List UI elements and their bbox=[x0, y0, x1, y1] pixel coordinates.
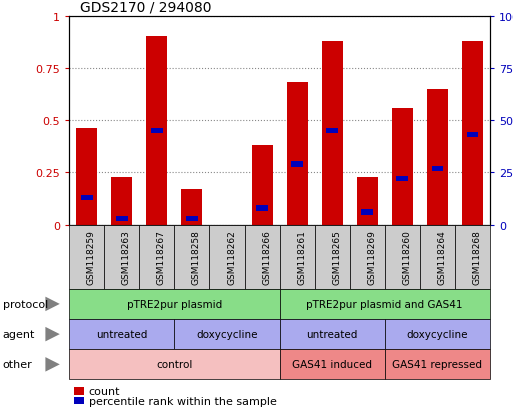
Text: doxycycline: doxycycline bbox=[196, 329, 258, 339]
Text: GSM118259: GSM118259 bbox=[87, 230, 96, 285]
Text: GAS41 repressed: GAS41 repressed bbox=[392, 359, 482, 370]
Text: doxycycline: doxycycline bbox=[407, 329, 468, 339]
Text: pTRE2pur plasmid: pTRE2pur plasmid bbox=[127, 299, 222, 309]
Bar bbox=[431, 166, 443, 171]
Bar bbox=[467, 133, 478, 138]
Bar bbox=[186, 216, 198, 221]
Text: pTRE2pur plasmid and GAS41: pTRE2pur plasmid and GAS41 bbox=[306, 299, 463, 309]
Text: GSM118268: GSM118268 bbox=[472, 230, 481, 285]
Bar bbox=[116, 216, 128, 221]
Text: other: other bbox=[3, 359, 32, 370]
Bar bbox=[462, 42, 483, 225]
Text: untreated: untreated bbox=[96, 329, 148, 339]
Bar bbox=[151, 128, 163, 134]
Bar bbox=[397, 177, 408, 182]
Bar bbox=[81, 195, 92, 201]
Text: percentile rank within the sample: percentile rank within the sample bbox=[89, 396, 277, 406]
Bar bbox=[256, 206, 268, 211]
Text: GSM118262: GSM118262 bbox=[227, 230, 236, 285]
Polygon shape bbox=[45, 327, 60, 342]
Text: GSM118269: GSM118269 bbox=[367, 230, 376, 285]
Bar bbox=[326, 128, 338, 134]
Bar bbox=[357, 177, 378, 225]
Text: GSM118261: GSM118261 bbox=[297, 230, 306, 285]
Bar bbox=[111, 177, 132, 225]
Text: untreated: untreated bbox=[306, 329, 358, 339]
Text: count: count bbox=[89, 386, 120, 396]
Text: GSM118260: GSM118260 bbox=[402, 230, 411, 285]
Text: agent: agent bbox=[3, 329, 35, 339]
Bar bbox=[287, 83, 308, 225]
Bar bbox=[251, 146, 272, 225]
Text: GSM118267: GSM118267 bbox=[157, 230, 166, 285]
Text: control: control bbox=[156, 359, 192, 370]
Bar bbox=[76, 129, 97, 225]
Polygon shape bbox=[45, 357, 60, 372]
Bar bbox=[182, 190, 203, 225]
Bar bbox=[362, 210, 373, 215]
Text: GSM118263: GSM118263 bbox=[122, 230, 131, 285]
Polygon shape bbox=[45, 297, 60, 311]
Text: GSM118266: GSM118266 bbox=[262, 230, 271, 285]
Bar bbox=[146, 38, 167, 225]
Text: GDS2170 / 294080: GDS2170 / 294080 bbox=[80, 0, 211, 14]
Text: GSM118265: GSM118265 bbox=[332, 230, 341, 285]
Text: GSM118264: GSM118264 bbox=[437, 230, 446, 285]
Bar bbox=[427, 90, 448, 225]
Text: protocol: protocol bbox=[3, 299, 48, 309]
Bar bbox=[322, 42, 343, 225]
Bar bbox=[392, 108, 413, 225]
Text: GSM118258: GSM118258 bbox=[192, 230, 201, 285]
Bar bbox=[291, 162, 303, 167]
Text: GAS41 induced: GAS41 induced bbox=[292, 359, 372, 370]
